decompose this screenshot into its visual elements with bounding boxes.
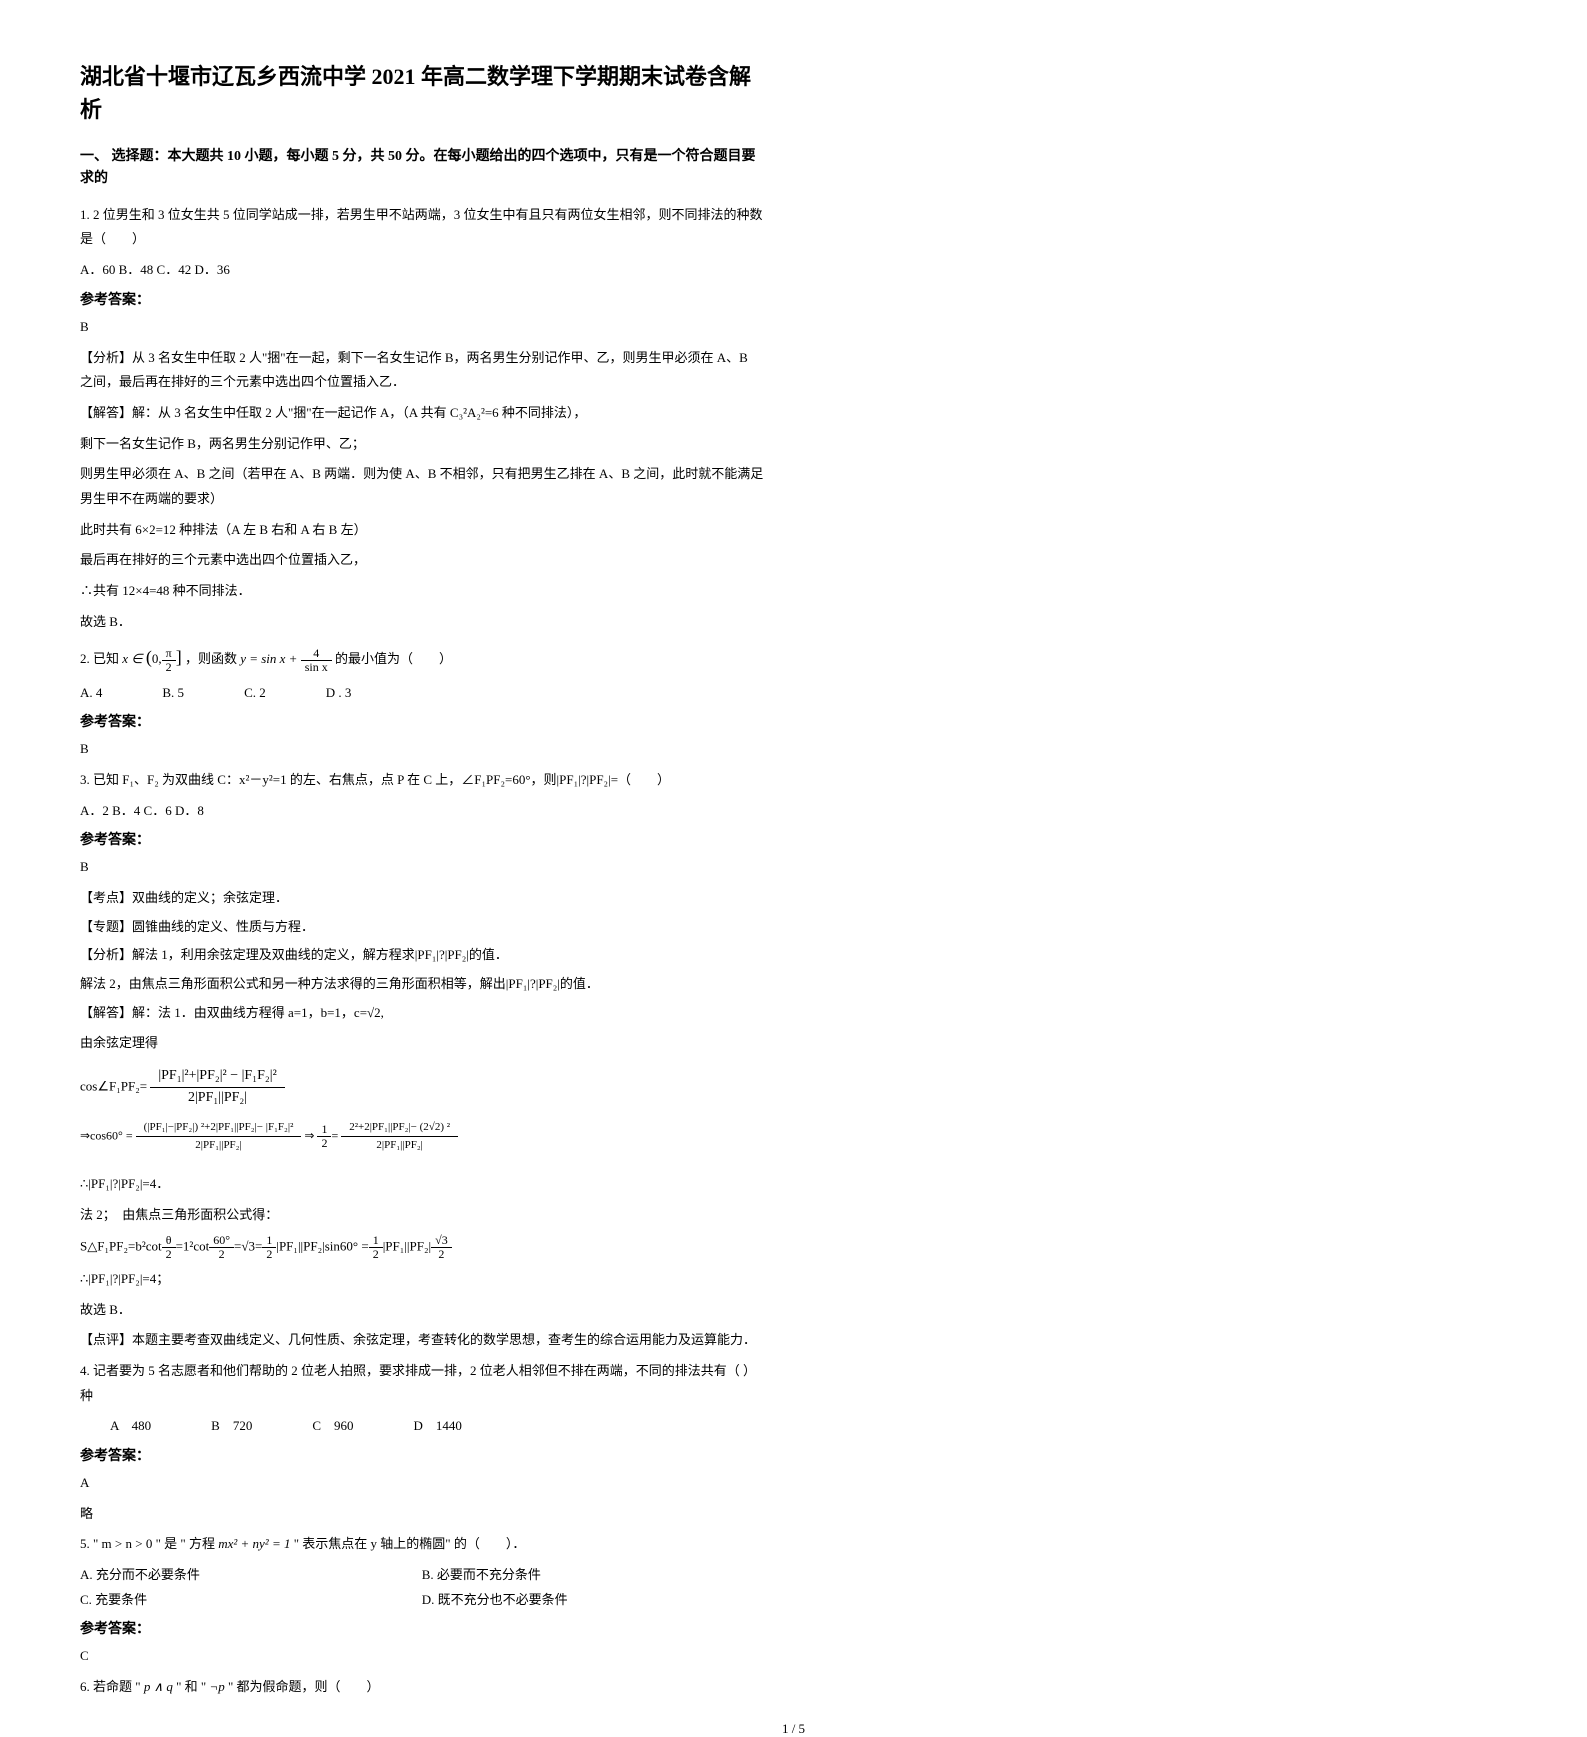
q2-options: A. 4 B. 5 C. 2 D . 3: [80, 681, 764, 706]
q3-r1: ∴|PF₁|?|PF₂|=4．: [80, 1172, 764, 1197]
q1-s2: 则男生甲必须在 A、B 之间（若甲在 A、B 两端．则为使 A、B 不相邻，只有…: [80, 462, 764, 511]
q4-opt-b: B 720: [211, 1414, 252, 1439]
q5-opt-b: B. 必要而不充分条件: [422, 1563, 541, 1588]
q2-interval: x ∈: [122, 651, 146, 666]
q3-m2-label: 法 2； 由焦点三角形面积公式得：: [80, 1203, 764, 1228]
q1-s4: 最后再在排好的三个元素中选出四个位置插入乙，: [80, 548, 764, 573]
imp-fraction1: (|PF₁|−|PF₂|) ²+2|PF₁||PF₂|− |F₁F₂|² 2|P…: [136, 1119, 302, 1154]
q5-answer-label: 参考答案：: [80, 1618, 764, 1638]
q3-cosine-label: 由余弦定理得: [80, 1031, 764, 1056]
q5-options: A. 充分而不必要条件B. 必要而不充分条件 C. 充要条件D. 既不充分也不必…: [80, 1563, 764, 1612]
imp-fraction2: 2²+2|PF₁||PF₂|− (2√2) ² 2|PF₁||PF₂|: [341, 1119, 458, 1154]
q3-tag3: 【分析】解法 1，利用余弦定理及双曲线的定义，解方程求|PF₁|?|PF₂|的值…: [80, 943, 764, 968]
q3-cos-formula: cos∠F₁PF₂= |PF₁|²+|PF₂|² − |F₁F₂|² 2|PF₁…: [80, 1066, 764, 1109]
theta-over-2: θ2: [162, 1234, 176, 1261]
q5-answer-letter: C: [80, 1644, 764, 1669]
q3-options: A．2 B．4 C．6 D．8: [80, 799, 764, 824]
q6-suffix: " 都为假命题，则（ ）: [228, 1679, 380, 1694]
q2-opt-c: C. 2: [244, 681, 266, 706]
document-body: 湖北省十堰市辽瓦乡西流中学 2021 年高二数学理下学期期末试卷含解析 一、 选…: [80, 60, 1507, 1706]
cos-prefix: cos∠F₁PF₂=: [80, 1078, 147, 1093]
q2-opt-a: A. 4: [80, 681, 102, 706]
q5-suffix: " 表示焦点在 y 轴上的椭圆" 的（ ）．: [294, 1536, 526, 1551]
q5-text: 5. " m > n > 0 " 是 " 方程 mx² + ny² = 1 " …: [80, 1532, 764, 1557]
half2-icon: 12: [262, 1234, 276, 1261]
q1-s1: 剩下一名女生记作 B，两名男生分别记作甲、乙；: [80, 432, 764, 457]
q3-tag4: 解法 2，由焦点三角形面积公式和另一种方法求得的三角形面积相等，解出|PF₁|?…: [80, 972, 764, 997]
half-icon: 12: [317, 1123, 331, 1150]
q3-tag1: 【考点】双曲线的定义；余弦定理．: [80, 886, 764, 911]
q6-notp: ¬p: [209, 1679, 224, 1694]
q3-answer-label: 参考答案：: [80, 829, 764, 849]
q1-s5: ∴共有 12×4=48 种不同排法．: [80, 579, 764, 604]
q1-answer-label: 参考答案：: [80, 289, 764, 309]
q3-tag2: 【专题】圆锥曲线的定义、性质与方程．: [80, 915, 764, 940]
q2-suffix: 的最小值为（ ）: [335, 651, 452, 666]
page-footer: 1 / 5: [80, 1706, 1507, 1737]
q5-opt-a: A. 充分而不必要条件: [80, 1563, 422, 1588]
q3-text: 3. 已知 F₁、F₂ 为双曲线 C：x²－y²=1 的左、右焦点，点 P 在 …: [80, 768, 764, 793]
q4-options: A 480 B 720 C 960 D 1440: [80, 1414, 764, 1439]
q6-prefix: 6. 若命题 ": [80, 1679, 144, 1694]
cos-fraction: |PF₁|²+|PF₂|² − |F₁F₂|² 2|PF₁||PF₂|: [150, 1066, 284, 1109]
q6-mid: " 和 ": [176, 1679, 209, 1694]
q3-answer-letter: B: [80, 855, 764, 880]
four-over-sinx: 4sin x: [301, 647, 332, 674]
q4-note: 略: [80, 1502, 764, 1527]
q2-mid: ，则函数: [185, 651, 240, 666]
q4-opt-d: D 1440: [414, 1414, 462, 1439]
q1-text: 1. 2 位男生和 3 位女生共 5 位同学站成一排，若男生甲不站两端，3 位女…: [80, 203, 764, 252]
pi-over-2: π2: [162, 647, 176, 674]
q1-options: A．60 B．48 C．42 D．36: [80, 258, 764, 283]
q5-equation: mx² + ny² = 1: [218, 1536, 290, 1551]
q2-answer-label: 参考答案：: [80, 711, 764, 731]
q1-s3: 此时共有 6×2=12 种排法（A 左 B 右和 A 右 B 左）: [80, 518, 764, 543]
section-1-header: 一、 选择题：本大题共 10 小题，每小题 5 分，共 50 分。在每小题给出的…: [80, 146, 764, 191]
q3-m2-end: 故选 B．: [80, 1298, 764, 1323]
q3-comment: 【点评】本题主要考查双曲线定义、几何性质、余弦定理，考查转化的数学思想，查考生的…: [80, 1328, 764, 1353]
q2-opt-d: D . 3: [326, 681, 352, 706]
imp-prefix: ⇒cos60° =: [80, 1128, 133, 1142]
q3-solve: 【解答】解：法 1．由双曲线方程得 a=1，b=1，c=√2,: [80, 1001, 764, 1026]
q2-prefix: 2. 已知: [80, 651, 122, 666]
sixty-over-2: 60°2: [209, 1234, 234, 1261]
q2-text: 2. 已知 x ∈ (0,π2] ，则函数 y = sin x + 4sin x…: [80, 640, 764, 674]
q6-text: 6. 若命题 " p ∧ q " 和 " ¬p " 都为假命题，则（ ）: [80, 1675, 764, 1700]
q4-opt-c: C 960: [312, 1414, 353, 1439]
half3-icon: 12: [369, 1234, 383, 1261]
q4-opt-a: A 480: [110, 1414, 151, 1439]
q1-analysis: 【分析】从 3 名女生中任取 2 人"捆"在一起，剩下一名女生记作 B，两名男生…: [80, 346, 764, 395]
imp-eq: ⇒: [304, 1128, 314, 1142]
q2-func: y = sin x +: [240, 651, 301, 666]
q1-solve: 【解答】解：从 3 名女生中任取 2 人"捆"在一起记作 A，（A 共有 C₃²…: [80, 401, 764, 426]
q1-s6: 故选 B．: [80, 610, 764, 635]
q1-answer-letter: B: [80, 315, 764, 340]
q4-answer-label: 参考答案：: [80, 1445, 764, 1465]
q5-prefix: 5. " m > n > 0 " 是 " 方程: [80, 1536, 215, 1551]
document-title: 湖北省十堰市辽瓦乡西流中学 2021 年高二数学理下学期期末试卷含解析: [80, 60, 764, 126]
sqrt3-over-2: √32: [431, 1234, 452, 1261]
q3-imp-formula: ⇒cos60° = (|PF₁|−|PF₂|) ²+2|PF₁||PF₂|− |…: [80, 1119, 764, 1154]
q5-opt-d: D. 既不充分也不必要条件: [422, 1588, 568, 1613]
q3-m2-r: ∴|PF₁|?|PF₂|=4；: [80, 1267, 764, 1292]
q5-opt-c: C. 充要条件: [80, 1588, 422, 1613]
q4-text: 4. 记者要为 5 名志愿者和他们帮助的 2 位老人拍照，要求排成一排，2 位老…: [80, 1359, 764, 1408]
q2-opt-b: B. 5: [162, 681, 184, 706]
q4-answer-letter: A: [80, 1471, 764, 1496]
q6-pq: p ∧ q: [144, 1679, 173, 1694]
q3-m2-formula: S△F₁PF₂=b²cotθ2=1²cot60°2=√3=12|PF₁||PF₂…: [80, 1234, 764, 1261]
q2-answer-letter: B: [80, 737, 764, 762]
